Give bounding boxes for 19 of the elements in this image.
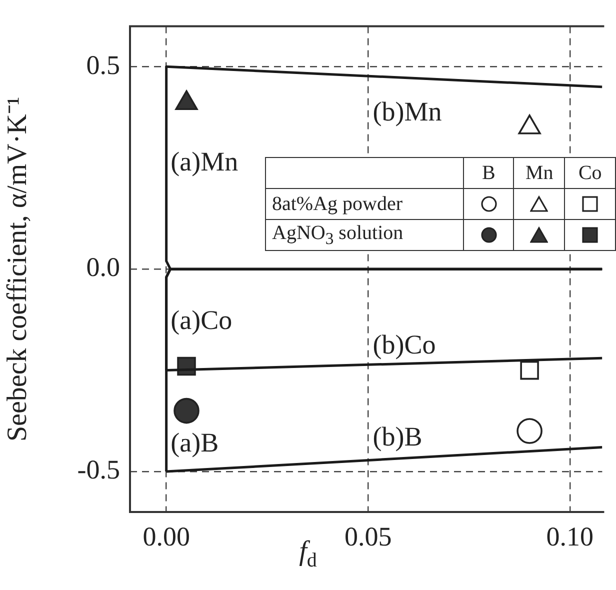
annotation: Co <box>564 158 616 188</box>
x-tick-label: 0.10 <box>546 521 594 552</box>
y-tick-label: 0.5 <box>86 50 120 80</box>
series-label: (a)Mn <box>170 146 239 176</box>
annotation: B <box>463 158 514 188</box>
series-label: (a)B <box>170 428 219 458</box>
series-label: (b)Mn <box>372 96 442 126</box>
x-tick-label: 0.05 <box>344 521 392 552</box>
x-tick-label: 0.00 <box>142 521 190 552</box>
annotation: Mn <box>514 158 565 188</box>
x-axis-title: f$_{d}$ <box>299 536 317 572</box>
series-label: (a)Co <box>170 305 232 336</box>
annotation: AgNO$_{3}$ solution <box>266 220 464 250</box>
y-tick-label: 0.0 <box>86 252 120 282</box>
annotation: 8at%Ag powder <box>266 188 464 220</box>
y-axis-title: Seebeck coefficient, α/mV·K⁻¹ <box>2 96 34 442</box>
y-tick-label: -0.5 <box>77 454 120 485</box>
series-label: (b)B <box>372 422 422 452</box>
series-label: (b)Co <box>372 329 436 360</box>
